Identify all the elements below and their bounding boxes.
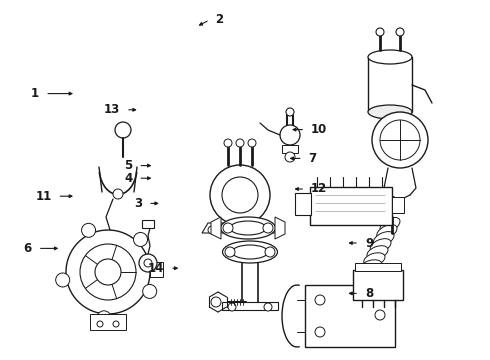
Text: 5: 5 (124, 159, 132, 172)
Circle shape (396, 28, 404, 36)
Circle shape (228, 303, 236, 311)
Circle shape (264, 226, 272, 234)
Circle shape (376, 28, 384, 36)
Text: 10: 10 (311, 123, 327, 136)
Circle shape (222, 177, 258, 213)
Circle shape (315, 327, 325, 337)
Circle shape (286, 108, 294, 116)
Bar (142, 220, 154, 228)
Text: 14: 14 (148, 262, 164, 275)
Circle shape (56, 273, 70, 287)
Ellipse shape (367, 246, 388, 259)
Bar (368, 57, 412, 112)
Ellipse shape (357, 267, 379, 279)
Text: 12: 12 (311, 183, 327, 195)
Circle shape (113, 321, 119, 327)
Polygon shape (275, 217, 285, 239)
Circle shape (380, 120, 420, 160)
Circle shape (280, 125, 300, 145)
Circle shape (115, 122, 131, 138)
Ellipse shape (361, 260, 382, 273)
Circle shape (95, 259, 121, 285)
Circle shape (139, 254, 157, 272)
Ellipse shape (222, 241, 277, 263)
Ellipse shape (370, 239, 391, 253)
Polygon shape (222, 302, 278, 310)
Circle shape (144, 259, 152, 267)
Ellipse shape (373, 231, 394, 246)
Circle shape (80, 244, 136, 300)
Ellipse shape (354, 274, 376, 286)
Circle shape (134, 233, 147, 247)
Text: 13: 13 (104, 103, 120, 116)
Polygon shape (150, 262, 163, 277)
Ellipse shape (377, 225, 397, 239)
Ellipse shape (380, 217, 400, 233)
Ellipse shape (368, 105, 412, 119)
Text: 4: 4 (124, 172, 132, 185)
Ellipse shape (230, 221, 266, 235)
Bar (295, 193, 311, 215)
Text: 2: 2 (216, 13, 224, 26)
Bar (392, 197, 404, 213)
Ellipse shape (364, 253, 385, 266)
Circle shape (236, 139, 244, 147)
Circle shape (375, 310, 385, 320)
Text: 8: 8 (365, 287, 373, 300)
Polygon shape (211, 217, 221, 239)
Circle shape (372, 112, 428, 168)
Text: 7: 7 (309, 152, 317, 165)
Circle shape (264, 303, 272, 311)
Bar (282, 145, 298, 153)
Circle shape (315, 295, 325, 305)
Circle shape (263, 223, 273, 233)
Circle shape (223, 223, 233, 233)
Circle shape (97, 321, 103, 327)
Circle shape (143, 284, 157, 298)
Text: 11: 11 (35, 190, 51, 203)
Polygon shape (202, 223, 278, 233)
Circle shape (225, 247, 235, 257)
Bar (355, 263, 401, 271)
Ellipse shape (232, 245, 268, 259)
Ellipse shape (368, 50, 412, 64)
Polygon shape (90, 314, 126, 330)
Circle shape (208, 226, 216, 234)
Circle shape (81, 223, 96, 237)
Circle shape (97, 311, 111, 325)
Circle shape (210, 165, 270, 225)
Text: 9: 9 (365, 237, 373, 249)
Bar (310, 187, 392, 225)
Text: 6: 6 (24, 242, 32, 255)
Bar (353, 270, 403, 300)
Circle shape (66, 230, 150, 314)
Circle shape (211, 297, 221, 307)
Circle shape (285, 152, 295, 162)
Text: 1: 1 (31, 87, 39, 100)
Ellipse shape (220, 217, 275, 239)
Text: 3: 3 (134, 197, 142, 210)
Circle shape (248, 139, 256, 147)
Bar (305, 285, 395, 347)
Circle shape (265, 247, 275, 257)
Circle shape (113, 189, 123, 199)
Circle shape (224, 139, 232, 147)
